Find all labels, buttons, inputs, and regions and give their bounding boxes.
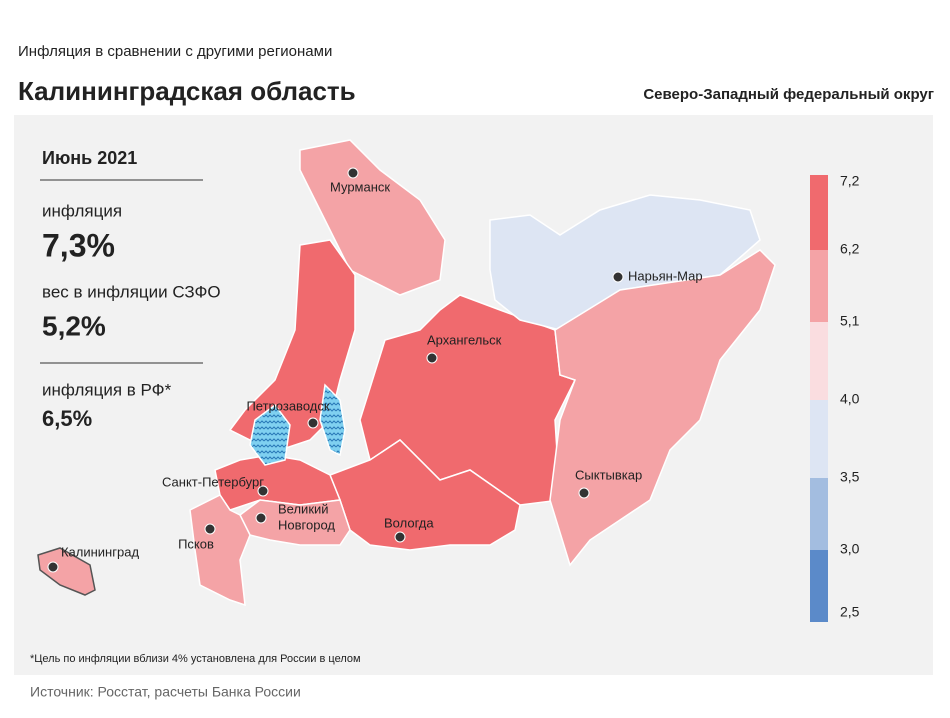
city-label: Вологда: [384, 515, 434, 530]
city-label: Архангельск: [427, 332, 502, 347]
city-dot: [347, 167, 359, 179]
weight-value: 5,2%: [42, 310, 106, 341]
city-dot: [255, 512, 267, 524]
city-label: Мурманск: [330, 179, 390, 194]
period: Июнь 2021: [42, 148, 137, 168]
legend-swatch: [810, 322, 828, 400]
city-dot: [394, 531, 406, 543]
weight-label: вес в инфляции СЗФО: [42, 282, 221, 301]
inflation-label: инфляция: [42, 201, 122, 220]
legend-swatch: [810, 550, 828, 622]
title: Калининградская область: [18, 76, 356, 106]
legend-swatch: [810, 478, 828, 550]
legend-label: 7,2: [840, 173, 860, 189]
inflation-value: 7,3%: [42, 227, 115, 263]
region: [189, 494, 251, 607]
city-label: Санкт-Петербург: [162, 474, 264, 489]
legend-swatch: [810, 400, 828, 478]
city-label: Сыктывкар: [575, 467, 642, 482]
city-label: Нарьян-Мар: [628, 268, 703, 283]
city-label: Новгород: [278, 517, 335, 532]
city-dot: [307, 417, 319, 429]
legend-label: 4,0: [840, 391, 860, 407]
city-label: Псков: [178, 536, 214, 551]
rf-value: 6,5%: [42, 406, 92, 431]
legend-label: 2,5: [840, 604, 860, 620]
city-dot: [426, 352, 438, 364]
source: Источник: Росстат, расчеты Банка России: [30, 684, 301, 700]
city-dot: [578, 487, 590, 499]
lake: [319, 383, 346, 457]
city-dot: [204, 523, 216, 535]
region: [299, 139, 446, 296]
region: [489, 194, 761, 331]
legend-label: 3,0: [840, 541, 860, 557]
legend-swatch: [810, 250, 828, 322]
city-label: Калининград: [61, 544, 139, 559]
legend-label: 5,1: [840, 313, 860, 329]
city-label: Великий: [278, 501, 329, 516]
region: [239, 499, 351, 546]
region: [549, 249, 776, 567]
city-label: Петрозаводск: [246, 398, 329, 413]
subtitle: Инфляция в сравнении с другими регионами: [18, 43, 332, 60]
legend-label: 6,2: [840, 241, 860, 257]
region: [329, 439, 521, 551]
city-dot: [47, 561, 59, 573]
footnote: *Цель по инфляции вблизи 4% установлена …: [30, 653, 361, 665]
lake: [249, 403, 291, 466]
legend-label: 3,5: [840, 469, 860, 485]
rf-label: инфляция в РФ*: [42, 380, 172, 399]
regions: [37, 139, 776, 607]
region: [37, 547, 96, 596]
district: Северо-Западный федеральный округ: [643, 86, 934, 103]
city-dot: [612, 271, 624, 283]
legend-swatch: [810, 175, 828, 250]
city-dot: [257, 485, 269, 497]
